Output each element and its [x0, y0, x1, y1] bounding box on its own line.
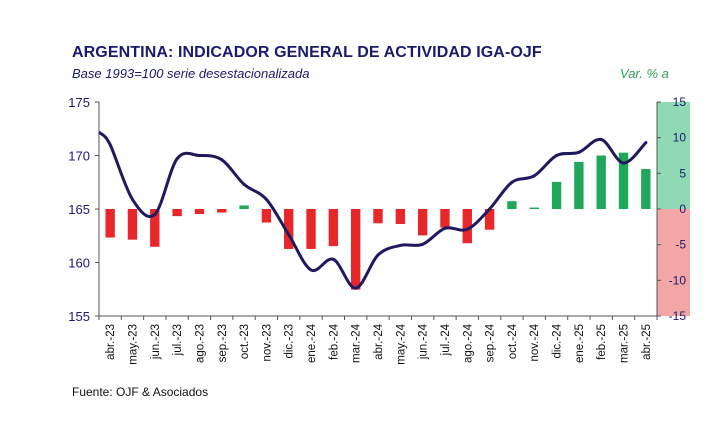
- x-tick-label-15: jul.-24: [440, 323, 452, 356]
- x-tick-label-19: nov.-24: [529, 323, 541, 361]
- x-tick-label-8: dic.-23: [284, 324, 296, 359]
- right-tick-label-6: -15: [669, 309, 687, 323]
- left-tick-label-0: 155: [68, 309, 90, 324]
- bar-var-23: [618, 152, 629, 209]
- line-point-5: [220, 158, 224, 162]
- line-point-8: [287, 233, 291, 237]
- bar-var-17: [484, 209, 495, 230]
- right-axis-negative-band: [657, 209, 690, 316]
- right-tick-label-5: -10: [669, 273, 687, 287]
- bar-var-20: [551, 181, 562, 209]
- line-point-14: [421, 242, 425, 246]
- bar-var-6: [239, 205, 249, 209]
- bar-var-8: [284, 209, 294, 249]
- right-tick-label-4: -5: [675, 238, 686, 252]
- x-tick-label-24: abr.-25: [641, 324, 653, 360]
- bar-var-1: [127, 209, 138, 240]
- right-tick-label-1: 10: [673, 131, 687, 145]
- bar-var-24: [641, 169, 651, 209]
- x-tick-label-23: mar.-25: [619, 324, 631, 363]
- x-tick-label-18: oct.-24: [507, 323, 519, 359]
- bar-var-14: [417, 209, 428, 236]
- bar-var-18: [507, 201, 517, 209]
- source-note: Fuente: OJF & Asociados: [72, 385, 209, 399]
- left-tick-label-1: 160: [68, 256, 90, 271]
- line-point-21: [577, 150, 581, 154]
- line-point-17: [488, 207, 492, 211]
- x-tick-label-20: dic.-24: [552, 323, 564, 358]
- line-point-7: [264, 197, 268, 201]
- bar-var-4: [194, 209, 205, 214]
- bar-var-21: [574, 161, 584, 209]
- x-tick-label-17: sep.-24: [485, 323, 497, 362]
- line-point-18: [510, 180, 514, 184]
- line-point-10: [331, 257, 335, 261]
- bar-var-0: [105, 209, 115, 238]
- line-point-15: [443, 226, 447, 230]
- x-tick-label-14: jun.-24: [418, 323, 430, 360]
- line-point-6: [242, 182, 246, 186]
- bar-var-11: [350, 209, 361, 290]
- left-tick-label-3: 170: [68, 149, 90, 164]
- x-tick-label-0: abr.-23: [105, 324, 117, 360]
- x-tick-label-22: feb.-25: [596, 324, 608, 360]
- line-point-2: [153, 212, 157, 216]
- right-axis-title: Var. % a: [620, 66, 669, 81]
- x-tick-label-16: ago.-24: [462, 323, 474, 363]
- line-point-20: [555, 154, 559, 157]
- x-tick-label-21: ene.-25: [574, 324, 586, 363]
- line-point-13: [398, 243, 402, 247]
- right-axis-positive-band: [657, 102, 690, 209]
- bar-var-12: [373, 209, 383, 224]
- line-point-19: [532, 174, 536, 178]
- line-point-9: [309, 268, 313, 272]
- chart-title: ARGENTINA: INDICADOR GENERAL DE ACTIVIDA…: [72, 44, 542, 61]
- line-point-16: [465, 227, 469, 231]
- x-tick-label-7: nov.-23: [261, 324, 273, 362]
- x-tick-label-13: may.-24: [395, 323, 407, 364]
- line-point-0: [108, 143, 112, 147]
- bar-var-15: [440, 209, 450, 228]
- bar-var-16: [462, 209, 472, 244]
- line-point-23: [622, 161, 626, 165]
- chart-subtitle: Base 1993=100 serie desestacionalizada: [72, 66, 310, 81]
- bar-var-19: [529, 207, 539, 209]
- x-tick-label-10: feb.-24: [328, 323, 340, 359]
- line-series-iga: [98, 131, 648, 290]
- bar-var-10: [328, 209, 339, 247]
- line-point-3: [175, 157, 179, 161]
- bar-var-9: [306, 209, 316, 249]
- line-point-4: [197, 154, 201, 157]
- x-tick-label-11: mar.-24: [351, 323, 363, 363]
- bar-var-7: [261, 209, 272, 223]
- x-tick-label-3: jul.-23: [172, 324, 184, 356]
- line-point-22: [599, 137, 603, 141]
- line-point-24: [644, 141, 648, 145]
- x-tick-label-4: ago.-23: [194, 324, 206, 363]
- bar-var-5: [217, 209, 227, 213]
- x-tick-label-1: may.-23: [127, 324, 139, 365]
- bar-var-3: [172, 209, 182, 217]
- bar-var-2: [150, 209, 160, 247]
- left-tick-label-2: 165: [68, 202, 90, 217]
- line-point-11: [354, 286, 358, 290]
- right-tick-label-2: 5: [679, 166, 686, 180]
- x-tick-label-9: ene.-24: [306, 323, 318, 363]
- line-point-12: [376, 253, 380, 257]
- left-tick-label-4: 175: [68, 95, 90, 110]
- right-tick-label-3: 0: [679, 202, 686, 216]
- x-tick-label-5: sep.-23: [217, 324, 229, 362]
- right-tick-label-0: 15: [673, 95, 687, 109]
- x-tick-label-2: jun.-23: [150, 324, 162, 360]
- x-tick-label-6: oct.-23: [239, 324, 251, 359]
- bar-var-22: [596, 155, 606, 209]
- bar-var-13: [395, 209, 406, 224]
- line-point-1: [130, 197, 134, 201]
- x-tick-label-12: abr.-24: [373, 323, 385, 359]
